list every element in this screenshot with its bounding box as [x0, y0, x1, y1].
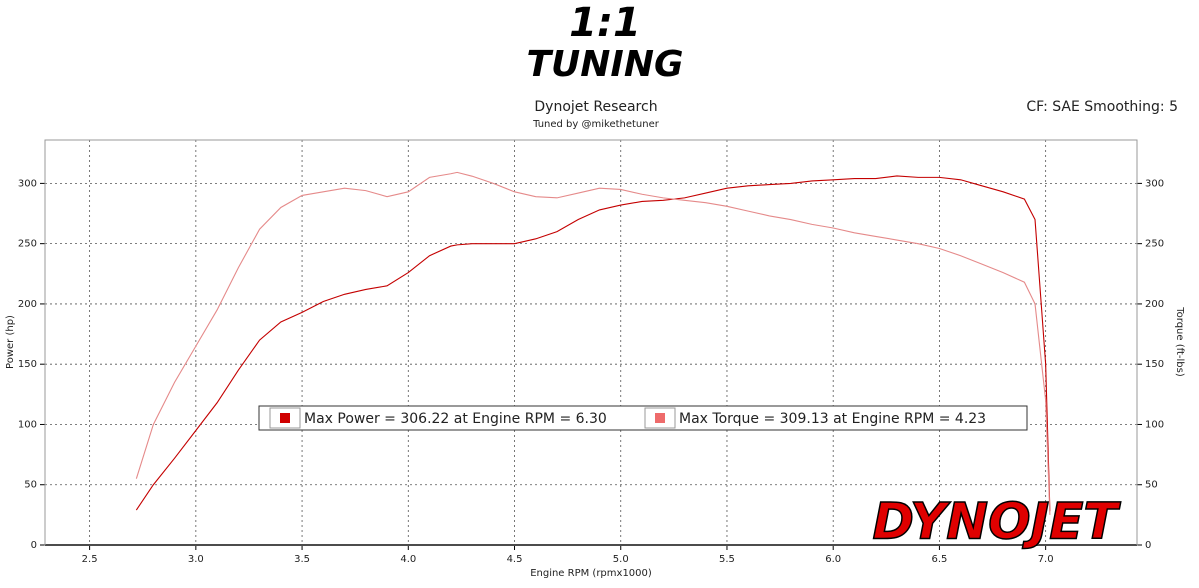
legend-label: Max Power = 306.22 at Engine RPM = 6.30 — [304, 411, 607, 427]
x-tick-label: 4.0 — [400, 554, 416, 565]
y-tick-label: 50 — [24, 480, 37, 491]
series-line — [135, 171, 1051, 515]
y-tick-label: 250 — [18, 239, 37, 250]
x-axis-label: Engine RPM (rpmx1000) — [530, 568, 652, 579]
y2-tick-label: 150 — [1145, 359, 1164, 370]
legend-marker — [655, 413, 665, 423]
settings-text: CF: SAE Smoothing: 5 — [1026, 99, 1178, 115]
y2-axis-label: Torque (ft-lbs) — [1174, 306, 1185, 377]
logo-top: 1:1 — [569, 0, 641, 46]
y2-tick-label: 250 — [1145, 239, 1164, 250]
logo-bottom: TUNING — [527, 44, 684, 85]
x-tick-label: 7.0 — [1038, 554, 1054, 565]
x-tick-label: 5.5 — [719, 554, 735, 565]
y2-tick-label: 300 — [1145, 178, 1164, 189]
plot-frame — [44, 139, 1138, 546]
y-tick-label: 0 — [31, 540, 37, 551]
legend-label: Max Torque = 309.13 at Engine RPM = 4.23 — [679, 411, 986, 427]
x-tick-label: 2.5 — [82, 554, 98, 565]
y2-tick-label: 200 — [1145, 299, 1164, 310]
x-tick-label: 5.0 — [613, 554, 629, 565]
lines — [135, 171, 1051, 515]
y-axis-label: Power (hp) — [5, 315, 16, 369]
x-tick-label: 4.5 — [507, 554, 523, 565]
y2-tick-label: 100 — [1145, 419, 1164, 430]
x-tick-label: 6.0 — [825, 554, 841, 565]
y2-tick-label: 50 — [1145, 480, 1158, 491]
y-tick-label: 200 — [18, 299, 37, 310]
brand-logo: DYNOJET — [872, 493, 1121, 551]
x-tick-label: 3.5 — [294, 554, 310, 565]
x-tick-label: 3.0 — [188, 554, 204, 565]
y-tick-label: 300 — [18, 178, 37, 189]
chart-title: Dynojet Research — [534, 99, 657, 115]
legend-items: Max Power = 306.22 at Engine RPM = 6.30 M… — [269, 407, 986, 429]
legend-marker — [280, 413, 290, 423]
y2-tick-label: 0 — [1145, 540, 1151, 551]
y-tick-label: 150 — [18, 359, 37, 370]
y-tick-label: 100 — [18, 419, 37, 430]
chart-subtitle: Tuned by @mikethetuner — [532, 119, 660, 130]
series-line — [135, 175, 1051, 512]
legend — [258, 405, 1028, 431]
x-tick-label: 6.5 — [931, 554, 947, 565]
